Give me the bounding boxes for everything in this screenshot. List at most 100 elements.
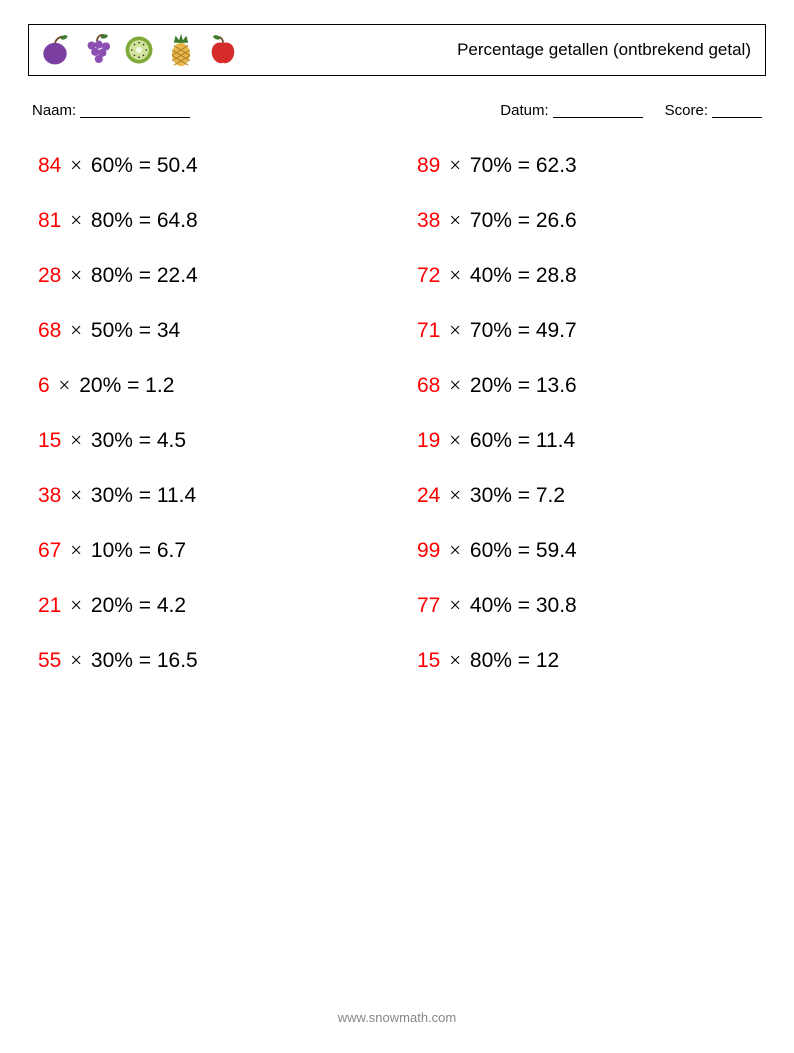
problem-right-4: 68 × 20% = 13.6 (417, 373, 756, 398)
missing-value: 21 (38, 594, 61, 617)
expression-rest: 30% = 11.4 (91, 484, 196, 507)
kiwi-icon (121, 32, 157, 68)
times-symbol: × (67, 318, 85, 342)
missing-value: 89 (417, 154, 440, 177)
missing-value: 28 (38, 264, 61, 287)
missing-value: 38 (38, 484, 61, 507)
times-symbol: × (67, 593, 85, 617)
pineapple-icon (163, 32, 199, 68)
problem-left-5: 15 × 30% = 4.5 (38, 428, 377, 453)
missing-value: 68 (417, 374, 440, 397)
fruit-icon-row (37, 32, 241, 68)
times-symbol: × (446, 318, 464, 342)
times-symbol: × (446, 428, 464, 452)
missing-value: 38 (417, 209, 440, 232)
problem-left-9: 55 × 30% = 16.5 (38, 648, 377, 673)
times-symbol: × (67, 263, 85, 287)
missing-value: 84 (38, 154, 61, 177)
expression-rest: 20% = 1.2 (79, 374, 174, 397)
expression-rest: 70% = 62.3 (470, 154, 577, 177)
plum-icon (37, 32, 73, 68)
expression-rest: 60% = 59.4 (470, 539, 577, 562)
expression-rest: 80% = 22.4 (91, 264, 198, 287)
missing-value: 77 (417, 594, 440, 617)
times-symbol: × (67, 648, 85, 672)
problem-left-8: 21 × 20% = 4.2 (38, 593, 377, 618)
problem-right-3: 71 × 70% = 49.7 (417, 318, 756, 343)
expression-rest: 40% = 28.8 (470, 264, 577, 287)
missing-value: 99 (417, 539, 440, 562)
meta-row: Naam: Datum: Score: (28, 102, 766, 119)
problem-left-2: 28 × 80% = 22.4 (38, 263, 377, 288)
problem-left-3: 68 × 50% = 34 (38, 318, 377, 343)
times-symbol: × (446, 648, 464, 672)
meta-right: Datum: Score: (500, 102, 762, 119)
missing-value: 71 (417, 319, 440, 342)
missing-value: 6 (38, 374, 50, 397)
expression-rest: 30% = 16.5 (91, 649, 198, 672)
problem-left-0: 84 × 60% = 50.4 (38, 153, 377, 178)
problem-right-1: 38 × 70% = 26.6 (417, 208, 756, 233)
times-symbol: × (67, 538, 85, 562)
name-label: Naam: (32, 102, 76, 119)
missing-value: 67 (38, 539, 61, 562)
expression-rest: 30% = 7.2 (470, 484, 565, 507)
footer-text: www.snowmath.com (0, 1010, 794, 1025)
missing-value: 24 (417, 484, 440, 507)
expression-rest: 80% = 64.8 (91, 209, 198, 232)
expression-rest: 60% = 50.4 (91, 154, 198, 177)
missing-value: 15 (417, 649, 440, 672)
date-label: Datum: (500, 102, 548, 119)
times-symbol: × (67, 208, 85, 232)
times-symbol: × (446, 593, 464, 617)
problem-right-8: 77 × 40% = 30.8 (417, 593, 756, 618)
header-box: Percentage getallen (ontbrekend getal) (28, 24, 766, 76)
times-symbol: × (56, 373, 74, 397)
expression-rest: 10% = 6.7 (91, 539, 186, 562)
times-symbol: × (446, 153, 464, 177)
missing-value: 81 (38, 209, 61, 232)
expression-rest: 20% = 4.2 (91, 594, 186, 617)
problems-grid: 84 × 60% = 50.4 89 × 70% = 62.3 81 × 80% =… (28, 153, 766, 673)
worksheet-page: Percentage getallen (ontbrekend getal) N… (0, 0, 794, 1053)
expression-rest: 40% = 30.8 (470, 594, 577, 617)
score-label: Score: (665, 102, 708, 119)
times-symbol: × (67, 153, 85, 177)
problem-left-1: 81 × 80% = 64.8 (38, 208, 377, 233)
times-symbol: × (446, 373, 464, 397)
missing-value: 19 (417, 429, 440, 452)
expression-rest: 80% = 12 (470, 649, 559, 672)
missing-value: 68 (38, 319, 61, 342)
expression-rest: 70% = 26.6 (470, 209, 577, 232)
problem-left-4: 6 × 20% = 1.2 (38, 373, 377, 398)
times-symbol: × (446, 208, 464, 232)
problem-right-6: 24 × 30% = 7.2 (417, 483, 756, 508)
worksheet-title: Percentage getallen (ontbrekend getal) (457, 40, 751, 60)
expression-rest: 30% = 4.5 (91, 429, 186, 452)
grapes-icon (79, 32, 115, 68)
times-symbol: × (67, 428, 85, 452)
times-symbol: × (67, 483, 85, 507)
missing-value: 72 (417, 264, 440, 287)
expression-rest: 50% = 34 (91, 319, 180, 342)
missing-value: 15 (38, 429, 61, 452)
expression-rest: 60% = 11.4 (470, 429, 575, 452)
times-symbol: × (446, 263, 464, 287)
problem-right-0: 89 × 70% = 62.3 (417, 153, 756, 178)
problem-right-7: 99 × 60% = 59.4 (417, 538, 756, 563)
apple-icon (205, 32, 241, 68)
problem-right-9: 15 × 80% = 12 (417, 648, 756, 673)
name-blank[interactable] (80, 102, 190, 118)
date-blank[interactable] (553, 102, 643, 118)
missing-value: 55 (38, 649, 61, 672)
problem-right-5: 19 × 60% = 11.4 (417, 428, 756, 453)
problem-left-7: 67 × 10% = 6.7 (38, 538, 377, 563)
expression-rest: 70% = 49.7 (470, 319, 577, 342)
problem-left-6: 38 × 30% = 11.4 (38, 483, 377, 508)
problem-right-2: 72 × 40% = 28.8 (417, 263, 756, 288)
meta-name: Naam: (32, 102, 190, 119)
times-symbol: × (446, 483, 464, 507)
expression-rest: 20% = 13.6 (470, 374, 577, 397)
score-blank[interactable] (712, 102, 762, 118)
times-symbol: × (446, 538, 464, 562)
